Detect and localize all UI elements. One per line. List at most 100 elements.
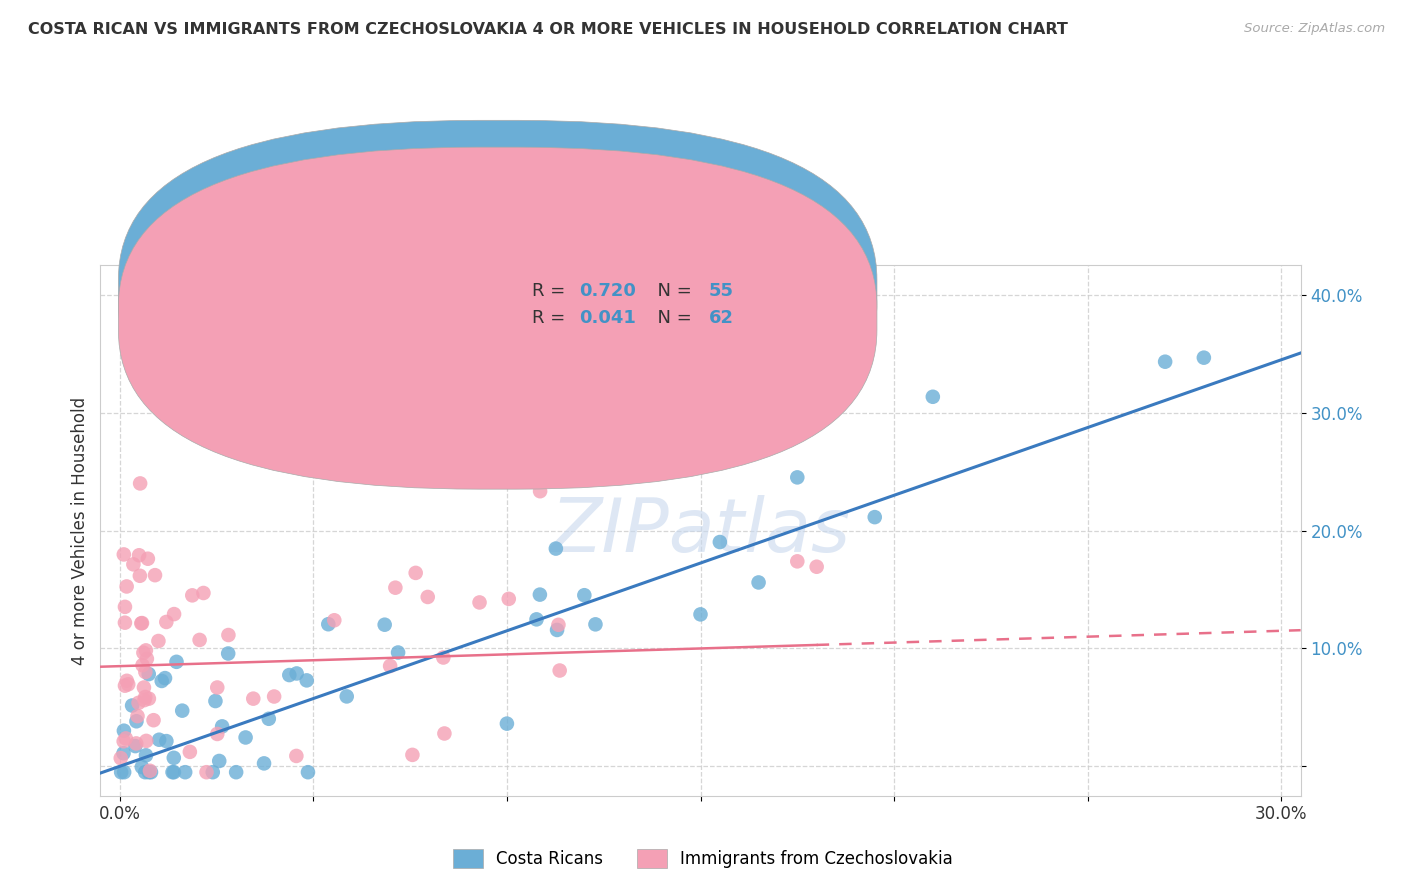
Point: [547, 617, 569, 632]
Point: [374, 617, 396, 632]
Point: [546, 623, 568, 637]
Point: [121, 698, 143, 713]
Point: [139, 765, 162, 780]
Point: [135, 643, 157, 657]
Point: [217, 628, 239, 642]
Point: [115, 579, 138, 593]
Point: [163, 751, 186, 765]
Point: [174, 765, 197, 780]
Point: [114, 731, 136, 746]
Text: 62: 62: [709, 310, 734, 327]
Point: [432, 650, 454, 665]
Point: [114, 679, 136, 693]
Point: [316, 617, 339, 632]
Point: [125, 714, 148, 729]
Point: [172, 704, 194, 718]
Point: [155, 615, 177, 629]
Point: [112, 765, 135, 780]
Point: [496, 716, 519, 731]
Point: [142, 713, 165, 727]
FancyBboxPatch shape: [118, 147, 877, 489]
Point: [253, 756, 276, 771]
Point: [114, 615, 136, 630]
Point: [188, 632, 211, 647]
Point: [122, 558, 145, 572]
Point: [135, 652, 157, 666]
Point: [136, 551, 159, 566]
Point: [193, 586, 215, 600]
Point: [921, 390, 943, 404]
Point: [242, 691, 264, 706]
Point: [384, 581, 406, 595]
Point: [148, 634, 170, 648]
Point: [131, 616, 153, 631]
Text: N =: N =: [647, 283, 697, 301]
Point: [114, 599, 136, 614]
Point: [257, 712, 280, 726]
Point: [401, 747, 423, 762]
Point: [806, 559, 828, 574]
Text: N =: N =: [647, 310, 697, 327]
Point: [112, 548, 135, 562]
Point: [278, 668, 301, 682]
Legend: Costa Ricans, Immigrants from Czechoslovakia: Costa Ricans, Immigrants from Czechoslov…: [447, 842, 959, 875]
Point: [529, 484, 551, 499]
Point: [433, 726, 456, 740]
Text: 0.041: 0.041: [579, 310, 636, 327]
Point: [131, 616, 153, 631]
Point: [132, 646, 155, 660]
Text: 0.720: 0.720: [579, 283, 636, 301]
Point: [135, 734, 157, 748]
Point: [387, 646, 409, 660]
Point: [378, 659, 401, 673]
Point: [526, 612, 548, 626]
Point: [468, 595, 491, 609]
Point: [285, 666, 308, 681]
Point: [405, 566, 427, 580]
Text: Source: ZipAtlas.com: Source: ZipAtlas.com: [1244, 22, 1385, 36]
Point: [235, 731, 257, 745]
Point: [125, 736, 148, 750]
Point: [297, 765, 319, 780]
Point: [112, 723, 135, 738]
Point: [150, 673, 173, 688]
Point: [786, 470, 808, 484]
Point: [181, 588, 204, 602]
Point: [709, 535, 731, 549]
Point: [1192, 351, 1215, 365]
Point: [748, 575, 770, 590]
Y-axis label: 4 or more Vehicles in Household: 4 or more Vehicles in Household: [72, 397, 89, 665]
Point: [295, 673, 318, 688]
Point: [115, 673, 138, 688]
Point: [138, 691, 160, 706]
Point: [124, 739, 146, 753]
Point: [129, 476, 152, 491]
Point: [263, 690, 285, 704]
Point: [689, 607, 711, 622]
Point: [163, 765, 186, 780]
Point: [863, 510, 886, 524]
Point: [143, 568, 166, 582]
Point: [585, 617, 607, 632]
Point: [134, 693, 156, 707]
Point: [217, 647, 239, 661]
FancyBboxPatch shape: [118, 120, 877, 462]
Point: [163, 607, 186, 621]
Point: [128, 568, 150, 582]
Point: [110, 751, 132, 765]
Point: [323, 613, 346, 627]
Point: [166, 655, 188, 669]
Point: [201, 765, 224, 780]
Point: [155, 734, 177, 748]
Point: [128, 548, 150, 562]
Point: [134, 690, 156, 704]
FancyBboxPatch shape: [449, 263, 772, 334]
Point: [204, 694, 226, 708]
Point: [134, 765, 156, 780]
Text: R =: R =: [533, 283, 571, 301]
Point: [544, 541, 567, 556]
Point: [786, 554, 808, 568]
Point: [127, 709, 149, 723]
Point: [138, 765, 160, 780]
Text: R =: R =: [533, 310, 571, 327]
